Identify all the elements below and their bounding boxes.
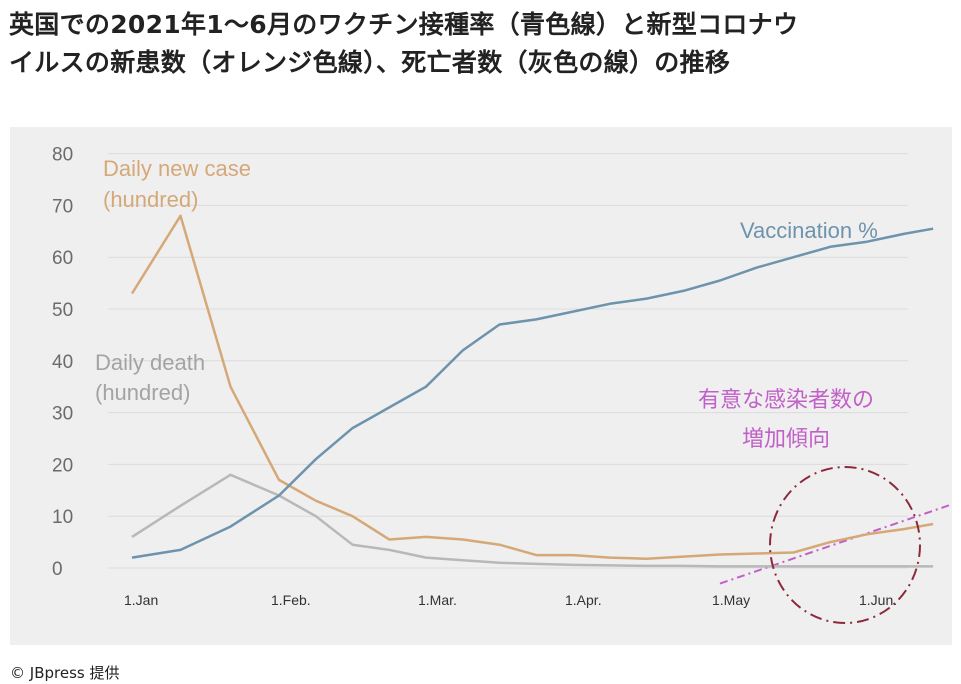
series-label-death: (hundred) [95, 380, 190, 405]
page-headline: 英国での2021年1～6月のワクチン接種率（青色線）と新型コロナウ イルスの新患… [9, 6, 954, 82]
series-label-death: Daily death [95, 350, 205, 375]
x-tick-label: 1.Mar. [418, 592, 457, 608]
trend-annotation: 増加傾向 [742, 427, 830, 452]
photo-credit: © JBpress 提供 [10, 664, 120, 682]
series-label-new-case: Daily new case [103, 156, 251, 181]
y-tick-label: 10 [52, 507, 73, 528]
series-line-vaccination [131, 227, 934, 559]
y-tick-label: 40 [52, 352, 73, 373]
series-label-vaccination: Vaccination % [740, 218, 878, 243]
y-tick-label: 50 [52, 300, 73, 321]
x-tick-label: 1.Apr. [565, 592, 602, 608]
y-tick-label: 20 [52, 455, 73, 476]
series-line-death [131, 473, 934, 568]
y-tick-label: 60 [52, 248, 73, 269]
x-tick-label: 1.May [712, 592, 750, 608]
y-tick-label: 80 [52, 145, 73, 166]
line-chart: 0 10 20 30 40 50 60 70 80 1.Jan 1.Feb. 1.Mar. 1.Apr.… [52, 145, 952, 624]
y-tick-label: 30 [52, 404, 73, 425]
series-line-new-case [130, 214, 934, 560]
chart-panel: 0 10 20 30 40 50 60 70 80 1.Jan 1.Feb. 1.Mar. 1.Apr.… [10, 127, 952, 645]
highlight-circle [769, 466, 921, 624]
trend-line [719, 503, 952, 585]
x-tick-label: 1.Feb. [271, 592, 311, 608]
headline-line1: 英国での2021年1～6月のワクチン接種率（青色線）と新型コロナウ [9, 10, 799, 39]
y-tick-label: 0 [52, 559, 63, 580]
headline-line2: イルスの新患数（オレンジ色線）、死亡者数（灰色の線）の推移 [9, 48, 731, 77]
trend-annotation: 有意な感染者数の [698, 388, 874, 413]
x-tick-label: 1.Jan [124, 592, 158, 608]
series-label-new-case: (hundred) [103, 187, 198, 212]
y-tick-label: 70 [52, 196, 73, 217]
x-tick-label: 1.Jun. [859, 592, 897, 608]
